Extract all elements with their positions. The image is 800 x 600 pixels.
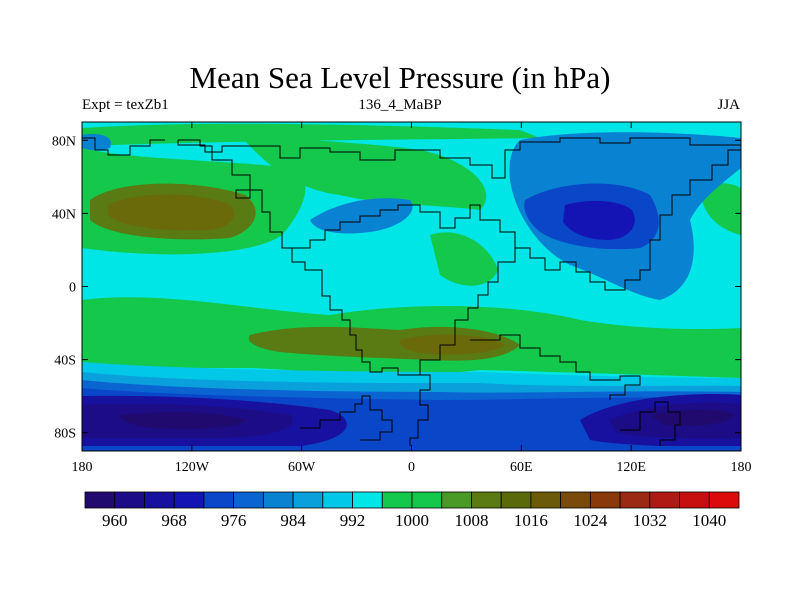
continent-outlines	[82, 137, 741, 446]
antarctic-outline-west	[300, 395, 393, 441]
east-pacific-high	[700, 182, 741, 235]
colorbar-swatch	[352, 491, 383, 509]
colorbar-swatch	[441, 491, 472, 509]
colorbar-swatch	[500, 491, 532, 509]
north-continent-outline	[178, 139, 741, 376]
colorbar-label: 1016	[514, 511, 548, 530]
season-label: JJA	[717, 97, 740, 113]
colorbar: 960 968 976 984 992 1000 1008 1016 1024 1032 1040	[84, 491, 740, 530]
colorbar-label: 1024	[573, 511, 608, 530]
colorbar-label: 1000	[395, 511, 429, 530]
lon-tick-label: 180	[731, 460, 752, 475]
colorbar-label: 1008	[454, 511, 488, 530]
experiment-label: Expt = texZb1	[82, 97, 169, 113]
colorbar-swatch	[411, 491, 443, 509]
colorbar-label: 960	[102, 511, 128, 530]
african-high	[430, 232, 498, 286]
colorbar-swatch	[649, 491, 680, 509]
lat-tick-label: 80N	[52, 134, 76, 149]
colorbar-swatch	[381, 491, 413, 509]
pacific-high-inner	[108, 194, 234, 231]
longitude-axis: 180 120W 60W 0 60E 120E 180	[72, 122, 752, 475]
colorbar-swatch	[679, 491, 710, 509]
colorbar-swatch	[262, 491, 294, 509]
latitude-axis: 80N 40N 0 40S 80S	[52, 134, 741, 442]
lon-tick-label: 0	[408, 460, 415, 475]
colorbar-label: 976	[221, 511, 247, 530]
colorbar-swatch	[233, 491, 264, 509]
america-interior-outline	[292, 204, 516, 249]
greenland-outline	[235, 189, 251, 199]
colorbar-swatch	[144, 491, 175, 509]
arctic-coast-outline	[177, 137, 741, 179]
colorbar-label: 992	[340, 511, 366, 530]
arctic-islands-outline	[82, 137, 165, 156]
colorbar-swatch	[619, 491, 651, 509]
colorbar-label: 984	[280, 511, 306, 530]
colorbar-label: 968	[161, 511, 187, 530]
period-label: 136_4_MaBP	[358, 97, 442, 113]
lon-tick-label: 120W	[175, 460, 210, 475]
colorbar-swatch	[560, 491, 591, 509]
colorbar-swatch	[292, 491, 324, 509]
lon-tick-label: 60E	[510, 460, 533, 475]
colorbar-label: 1032	[633, 511, 667, 530]
lat-tick-label: 80S	[54, 427, 76, 442]
colorbar-swatch	[471, 491, 502, 509]
nh-atlantic-high	[240, 135, 487, 210]
colorbar-swatch	[203, 491, 235, 509]
colorbar-label: 1040	[692, 511, 726, 530]
lat-tick-label: 40S	[54, 354, 76, 369]
south-continent-outline	[409, 374, 431, 446]
asian-low-inner	[563, 200, 635, 240]
sh-low-east-inner	[650, 409, 735, 427]
lon-tick-label: 60W	[288, 460, 316, 475]
lat-tick-label: 0	[69, 281, 76, 296]
colorbar-swatch	[589, 491, 621, 509]
lat-tick-label: 40N	[52, 207, 76, 222]
colorbar-swatch	[322, 491, 353, 509]
colorbar-swatch	[114, 491, 145, 509]
antarctic-outline-east	[620, 401, 681, 446]
sh-low-west-inner	[120, 412, 245, 429]
map-title: Mean Sea Level Pressure (in hPa)	[189, 60, 611, 95]
lon-tick-label: 120E	[616, 460, 646, 475]
pressure-field	[82, 122, 741, 451]
colorbar-swatch	[173, 491, 205, 509]
lon-tick-label: 180	[72, 460, 93, 475]
colorbar-swatch	[530, 491, 562, 509]
australia-outline	[470, 334, 641, 400]
colorbar-swatch	[708, 491, 740, 509]
colorbar-swatch	[84, 491, 116, 509]
